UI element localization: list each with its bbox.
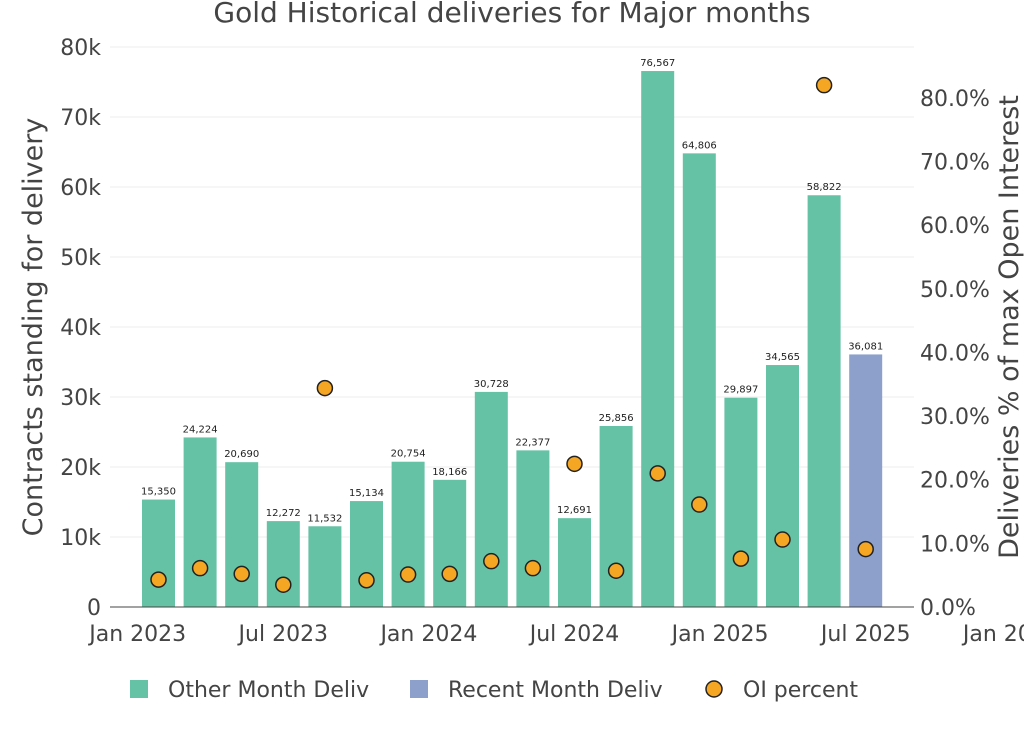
oi-percent-point <box>607 562 625 579</box>
x-axis-ticks: Jan 2023 Jul 2023 Jan 2024 Jul 2024 Jan 2025… <box>87 622 1024 647</box>
y-axis-title: Contracts standing for delivery <box>18 118 49 537</box>
y-tick-label: 70k <box>60 106 101 131</box>
oi-percent-point <box>191 559 209 577</box>
y-tick-label: 20k <box>60 456 101 481</box>
oi-percent-point <box>649 465 666 482</box>
y-tick-label: 0 <box>87 596 101 621</box>
bar-value-label: 34,565 <box>765 352 800 363</box>
bars <box>142 71 883 607</box>
y2-axis-ticks: 0.0% 10.0% 20.0% 30.0% 40.0% 50.0% 60.0% 70.0% 8… <box>920 87 990 621</box>
bar <box>433 479 467 607</box>
bar <box>558 518 591 607</box>
x-tick-label: Jan 2026 <box>961 622 1024 647</box>
oi-percent-point <box>233 565 250 583</box>
y-tick-label: 60k <box>60 176 101 201</box>
y2-tick-label: 80.0% <box>920 87 990 112</box>
legend-marker-oi-percent <box>705 680 723 698</box>
oi-percent-point <box>732 550 750 567</box>
legend-label: Other Month Deliv <box>168 678 369 703</box>
bar-value-label: 29,897 <box>723 385 758 396</box>
oi-percent-points <box>150 76 874 593</box>
y-tick-label: 80k <box>60 36 101 61</box>
bar <box>849 354 883 607</box>
bar <box>474 391 508 607</box>
bar-value-label: 30,728 <box>474 379 509 390</box>
bar-value-label: 18,166 <box>432 467 467 478</box>
y-tick-label: 40k <box>60 316 101 341</box>
y-tick-label: 50k <box>60 246 101 271</box>
bar-value-label: 20,690 <box>224 449 259 460</box>
bar <box>599 426 633 607</box>
oi-percent-point <box>316 379 334 397</box>
bar-value-label: 15,350 <box>141 487 176 498</box>
bar <box>308 526 342 607</box>
bar-value-label: 12,691 <box>557 505 592 516</box>
y2-tick-label: 70.0% <box>920 151 990 176</box>
legend-swatch-other-month-deliv <box>130 680 148 698</box>
bar <box>266 521 300 607</box>
x-tick-label: Jan 2025 <box>670 622 769 647</box>
x-tick-label: Jul 2024 <box>528 622 620 647</box>
bar-value-label: 12,272 <box>266 508 301 519</box>
bar <box>225 462 259 607</box>
bar <box>183 437 217 607</box>
y2-tick-label: 0.0% <box>920 596 976 621</box>
oi-percent-point <box>857 540 874 558</box>
bar-value-label: 20,754 <box>391 449 426 460</box>
oi-percent-point <box>524 559 542 577</box>
oi-percent-point <box>815 76 833 94</box>
x-tick-label: Jan 2023 <box>87 622 186 647</box>
x-tick-label: Jul 2023 <box>237 622 329 647</box>
bar-value-label: 22,377 <box>515 437 550 448</box>
y-tick-label: 30k <box>60 386 101 411</box>
oi-percent-point <box>691 496 708 513</box>
y2-axis-title: Deliveries % of max Open Interest <box>994 95 1024 559</box>
bar <box>641 71 675 607</box>
oi-percent-point <box>150 571 167 588</box>
y-tick-label: 10k <box>60 526 101 551</box>
oi-percent-point <box>774 531 791 548</box>
y-axis-ticks: 0 10k 20k 30k 40k 50k 60k 70k 80k <box>60 36 101 621</box>
x-tick-label: Jan 2024 <box>378 622 477 647</box>
legend-swatch-recent-month-deliv <box>410 680 428 698</box>
y2-tick-label: 40.0% <box>920 341 990 366</box>
bar <box>766 365 799 607</box>
y2-tick-label: 20.0% <box>920 469 990 494</box>
bar-value-label: 15,134 <box>349 488 384 499</box>
bar <box>142 499 175 607</box>
bar-value-label: 24,224 <box>183 424 218 435</box>
y2-tick-label: 60.0% <box>920 214 990 239</box>
bar <box>724 397 758 607</box>
bar-value-label: 36,081 <box>848 341 883 352</box>
bar-value-label: 64,806 <box>682 140 717 151</box>
legend-label: Recent Month Deliv <box>448 678 663 703</box>
x-tick-label: Jul 2025 <box>819 622 911 647</box>
oi-percent-point <box>566 455 583 473</box>
bar <box>350 501 383 607</box>
chart-title: Gold Historical deliveries for Major mon… <box>213 0 810 29</box>
oi-percent-point <box>399 566 417 583</box>
oi-percent-point <box>358 572 375 589</box>
bar <box>516 450 550 607</box>
legend: Other Month Deliv Recent Month Deliv OI pe… <box>130 678 858 703</box>
bar <box>682 153 716 607</box>
oi-percent-point <box>483 552 500 570</box>
bar <box>807 195 841 607</box>
y2-tick-label: 50.0% <box>920 278 990 303</box>
y2-tick-label: 30.0% <box>920 405 990 430</box>
oi-percent-point <box>441 565 458 583</box>
y2-tick-label: 10.0% <box>920 532 990 557</box>
bar-labels: 15,350 24,224 20,690 12,272 11,532 15,134 20,7… <box>141 58 883 524</box>
legend-label: OI percent <box>743 678 858 703</box>
bar <box>391 461 425 607</box>
bar-value-label: 11,532 <box>307 513 342 524</box>
oi-percent-point <box>275 576 292 593</box>
bar-value-label: 58,822 <box>807 182 842 193</box>
bar-value-label: 25,856 <box>599 413 634 424</box>
bar-value-label: 76,567 <box>640 58 675 69</box>
